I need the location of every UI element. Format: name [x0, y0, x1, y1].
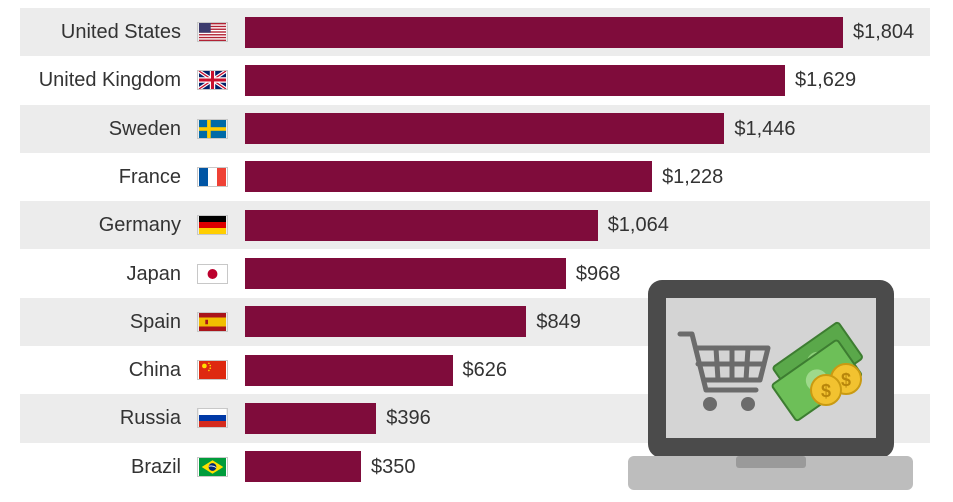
svg-text:$: $	[821, 381, 831, 401]
bar	[245, 258, 566, 289]
category-label: United Kingdom	[38, 69, 181, 92]
flag-russia-icon	[197, 408, 228, 429]
flag-brazil-icon	[197, 456, 228, 477]
bar	[245, 161, 653, 193]
flag-france-icon	[197, 166, 228, 187]
flag-germany-icon	[197, 215, 228, 236]
category-label: Germany	[98, 214, 181, 237]
flag-spain-icon	[197, 311, 228, 332]
value-label: $968	[575, 262, 621, 285]
bar	[245, 451, 362, 483]
category-label: Japan	[126, 262, 182, 285]
category-label: China	[128, 359, 181, 382]
bar	[245, 402, 377, 434]
value-label: $1,064	[607, 214, 669, 237]
flag-sweden-icon	[197, 118, 228, 139]
bar	[245, 209, 598, 241]
category-label: France	[118, 165, 181, 188]
value-label: $350	[371, 455, 416, 478]
value-label: $1,804	[853, 21, 915, 43]
bar	[245, 64, 785, 96]
bar	[245, 306, 527, 338]
flag-china-icon	[197, 360, 228, 381]
value-label: $1,629	[794, 69, 857, 92]
bar	[245, 16, 843, 48]
category-label: Spain	[129, 310, 181, 333]
flag-uk-icon	[197, 70, 228, 91]
flag-us-icon	[197, 22, 228, 42]
category-label: Brazil	[130, 455, 181, 478]
category-label: United States	[60, 21, 181, 43]
value-label: $396	[386, 407, 431, 430]
dollar-coin-icon: $ $	[810, 363, 862, 406]
value-label: $1,228	[662, 165, 724, 188]
bar	[245, 354, 453, 386]
shopping-cart-icon	[677, 331, 771, 393]
value-label: $849	[536, 310, 581, 333]
category-label: Sweden	[108, 117, 181, 140]
svg-text:$: $	[841, 370, 851, 390]
bar	[245, 113, 725, 145]
ecommerce-illustration: $ $	[628, 278, 913, 494]
value-label: $1,446	[734, 117, 796, 140]
value-label: $626	[462, 359, 508, 382]
flag-japan-icon	[197, 263, 228, 284]
laptop-icon: $ $	[628, 280, 913, 490]
category-label: Russia	[119, 407, 181, 430]
